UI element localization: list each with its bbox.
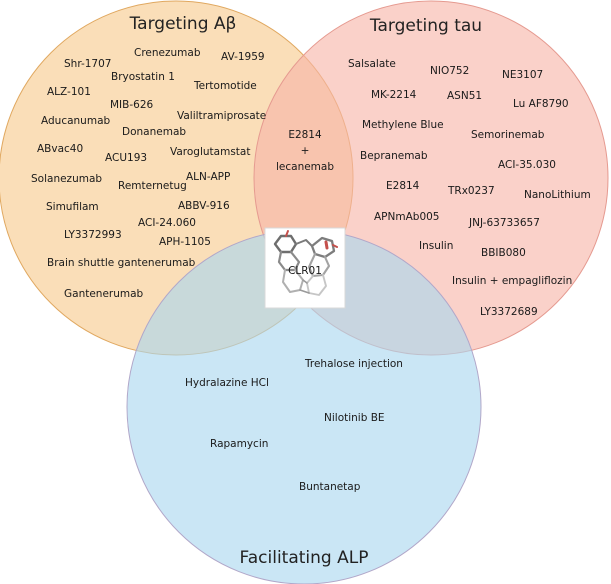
tau-only-items: Salsalate NIO752 NE3107 MK-2214 ASN51 Lu…	[348, 58, 591, 318]
list-item: Simufilam	[46, 201, 99, 213]
list-item: Bryostatin 1	[111, 71, 175, 83]
list-item: ALN-APP	[186, 171, 230, 183]
list-item: Donanemab	[122, 126, 186, 138]
center-compound-label: CLR01	[288, 265, 322, 277]
list-item: LY3372689	[480, 306, 538, 318]
list-item: AV-1959	[221, 51, 265, 63]
list-item: Remternetug	[118, 180, 187, 192]
alp-only-items: Trehalose injection Hydralazine HCl Nilo…	[185, 358, 403, 493]
list-item: TRx0237	[447, 185, 495, 197]
list-item: MIB-626	[110, 99, 154, 111]
list-item: LY3372993	[64, 229, 122, 241]
center-molecule: CLR01	[264, 227, 346, 309]
alp-set-title: Facilitating ALP	[240, 548, 369, 568]
list-item: ACI-24.060	[138, 217, 196, 229]
abeta-tau-overlap-items: E2814 + lecanemab	[276, 129, 334, 173]
list-item: Buntanetap	[299, 481, 361, 493]
list-item: E2814	[288, 129, 322, 141]
list-item: Insulin + empagliflozin	[452, 275, 572, 287]
list-item: Shr-1707	[64, 58, 111, 70]
list-item: ASN51	[447, 90, 482, 102]
list-item: NIO752	[430, 65, 469, 77]
molecule-icon	[273, 230, 338, 296]
list-item: Hydralazine HCl	[185, 377, 269, 389]
list-item: BBIB080	[481, 247, 526, 259]
list-item: Salsalate	[348, 58, 396, 70]
list-item: Semorinemab	[471, 129, 545, 141]
list-item: ABBV-916	[178, 200, 230, 212]
list-item: Methylene Blue	[362, 119, 444, 131]
list-item: ABvac40	[37, 143, 83, 155]
list-item: MK-2214	[371, 89, 417, 101]
list-item: ACU193	[105, 152, 147, 164]
list-item: Tertomotide	[193, 80, 257, 92]
list-item: Bepranemab	[360, 150, 428, 162]
list-item: Nilotinib BE	[324, 412, 385, 424]
list-item: lecanemab	[276, 161, 334, 173]
list-item: Varoglutamstat	[170, 146, 250, 158]
list-item: APNmAb005	[374, 211, 440, 223]
list-item: JNJ-63733657	[468, 217, 540, 229]
list-item: Valiltramiprosate	[177, 110, 266, 122]
list-item: Crenezumab	[134, 47, 201, 59]
list-item: ACI-35.030	[498, 159, 556, 171]
list-item: NE3107	[502, 69, 543, 81]
list-item: Gantenerumab	[64, 288, 144, 300]
list-item: Solanezumab	[31, 173, 102, 185]
list-item: ALZ-101	[47, 86, 91, 98]
abeta-only-items: Shr-1707 Crenezumab AV-1959 Bryostatin 1…	[31, 47, 266, 300]
list-item: Trehalose injection	[304, 358, 403, 370]
list-item: Rapamycin	[210, 438, 268, 450]
list-item: NanoLithium	[524, 189, 591, 201]
list-item: Brain shuttle gantenerumab	[47, 257, 196, 269]
list-item: APH-1105	[159, 236, 211, 248]
abeta-set-title: Targeting Aβ	[129, 14, 237, 34]
list-item: +	[301, 145, 310, 157]
list-item: E2814	[386, 180, 420, 192]
tau-set-title: Targeting tau	[369, 16, 482, 36]
list-item: Lu AF8790	[513, 98, 569, 110]
list-item: Insulin	[419, 240, 453, 252]
list-item: Aducanumab	[41, 115, 110, 127]
